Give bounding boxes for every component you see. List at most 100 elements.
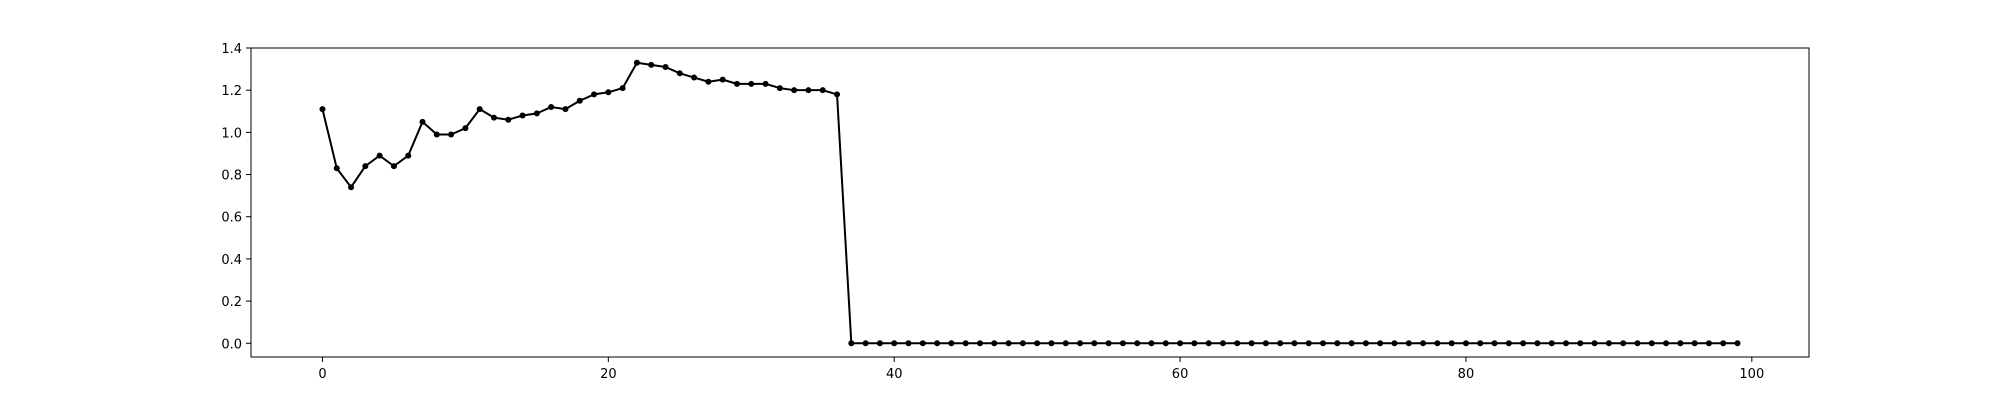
data-point bbox=[648, 61, 655, 68]
data-point bbox=[390, 163, 397, 170]
data-point bbox=[934, 340, 941, 347]
x-axis-ticks: 0 20 40 60 80 100 bbox=[318, 357, 1764, 382]
x-tick-label: 60 bbox=[1172, 367, 1189, 382]
data-point bbox=[1691, 340, 1698, 347]
data-point bbox=[448, 131, 455, 138]
data-point bbox=[919, 340, 926, 347]
y-tick-label: 0.6 bbox=[221, 211, 242, 226]
data-point bbox=[1563, 340, 1570, 347]
x-tick-label: 100 bbox=[1739, 367, 1764, 382]
data-point bbox=[1491, 340, 1498, 347]
data-point bbox=[1591, 340, 1598, 347]
data-point bbox=[1148, 340, 1155, 347]
data-point bbox=[1291, 340, 1298, 347]
data-point bbox=[848, 340, 855, 347]
data-point bbox=[805, 87, 812, 94]
data-point bbox=[633, 59, 640, 66]
data-point bbox=[891, 340, 898, 347]
data-point bbox=[362, 163, 369, 170]
data-point bbox=[376, 152, 383, 159]
series-layer bbox=[319, 59, 1741, 347]
y-tick-label: 0.4 bbox=[221, 253, 242, 268]
data-point bbox=[1248, 340, 1255, 347]
data-point bbox=[476, 106, 483, 113]
data-point bbox=[533, 110, 540, 117]
data-point bbox=[333, 165, 340, 172]
data-point bbox=[1091, 340, 1098, 347]
data-point bbox=[591, 91, 598, 98]
data-point bbox=[548, 104, 555, 111]
data-point bbox=[1534, 340, 1541, 347]
y-tick-label: 0.8 bbox=[221, 169, 242, 184]
data-point bbox=[662, 63, 669, 70]
data-point bbox=[1134, 340, 1141, 347]
data-point bbox=[719, 76, 726, 83]
data-point bbox=[619, 85, 626, 92]
data-point bbox=[1019, 340, 1026, 347]
data-point bbox=[1105, 340, 1112, 347]
data-point bbox=[1677, 340, 1684, 347]
data-point bbox=[1334, 340, 1341, 347]
data-point bbox=[1734, 340, 1741, 347]
data-point bbox=[1577, 340, 1584, 347]
data-point bbox=[1634, 340, 1641, 347]
x-tick-label: 20 bbox=[600, 367, 617, 382]
data-point bbox=[976, 340, 983, 347]
data-point bbox=[1362, 340, 1369, 347]
data-point bbox=[1034, 340, 1041, 347]
data-point bbox=[1191, 340, 1198, 347]
data-point bbox=[691, 74, 698, 81]
data-point bbox=[1448, 340, 1455, 347]
data-point bbox=[862, 340, 869, 347]
data-point bbox=[1462, 340, 1469, 347]
data-point bbox=[1705, 340, 1712, 347]
data-point bbox=[1505, 340, 1512, 347]
data-point bbox=[576, 97, 583, 104]
data-point bbox=[991, 340, 998, 347]
data-point bbox=[819, 87, 826, 94]
x-tick-label: 40 bbox=[886, 367, 903, 382]
data-point bbox=[762, 80, 769, 87]
y-tick-label: 1.0 bbox=[221, 126, 242, 141]
data-point bbox=[490, 114, 497, 121]
data-point bbox=[705, 78, 712, 85]
data-point bbox=[748, 80, 755, 87]
data-point bbox=[519, 112, 526, 119]
data-point bbox=[1219, 340, 1226, 347]
y-tick-label: 0.0 bbox=[221, 337, 242, 352]
plot-frame bbox=[250, 47, 1810, 358]
data-point bbox=[876, 340, 883, 347]
data-point bbox=[834, 91, 841, 98]
y-tick-label: 0.2 bbox=[221, 295, 242, 310]
data-point bbox=[1663, 340, 1670, 347]
data-point bbox=[1234, 340, 1241, 347]
data-point bbox=[605, 89, 612, 96]
data-point bbox=[1077, 340, 1084, 347]
data-point bbox=[462, 125, 469, 132]
data-point bbox=[1391, 340, 1398, 347]
data-point bbox=[776, 85, 783, 92]
data-point bbox=[1162, 340, 1169, 347]
data-point bbox=[1205, 340, 1212, 347]
data-point bbox=[905, 340, 912, 347]
x-tick-label: 80 bbox=[1458, 367, 1475, 382]
data-point bbox=[1477, 340, 1484, 347]
data-point bbox=[1405, 340, 1412, 347]
data-point bbox=[1520, 340, 1527, 347]
data-point bbox=[433, 131, 440, 138]
series-line bbox=[321, 61, 1738, 345]
data-point bbox=[1605, 340, 1612, 347]
x-tick-label: 0 bbox=[318, 367, 326, 382]
data-point bbox=[562, 106, 569, 113]
data-point bbox=[1277, 340, 1284, 347]
data-point bbox=[948, 340, 955, 347]
plot-border bbox=[250, 47, 1810, 358]
data-point bbox=[1062, 340, 1069, 347]
data-point bbox=[733, 80, 740, 87]
data-point bbox=[1434, 340, 1441, 347]
data-point bbox=[505, 116, 512, 123]
data-point bbox=[1648, 340, 1655, 347]
data-point bbox=[1305, 340, 1312, 347]
